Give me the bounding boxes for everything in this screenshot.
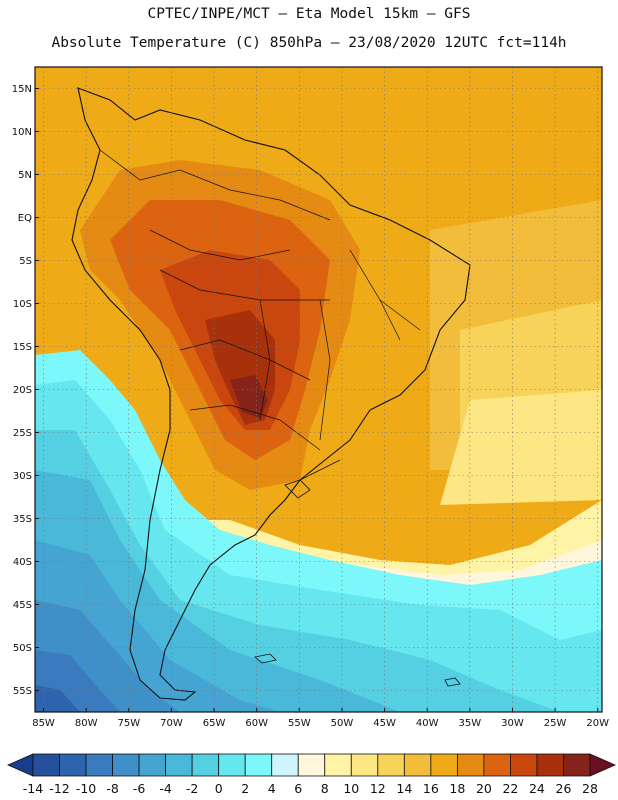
colorbar-label: -12 — [49, 781, 69, 796]
colorbar-label: -6 — [133, 781, 146, 796]
longitude-labels: 85W 80W 75W 70W 65W 60W 55W 50W 45W 40W 35W 30W 25W 2… — [32, 718, 609, 729]
colorbar: -14 -12 -10 -8 -6 -4 -2 0 2 4 6 8 10 12 14 16 18 20 22 24 26… — [7, 753, 616, 796]
lon-label: 50W — [331, 718, 354, 729]
lat-label: 55S — [13, 686, 32, 697]
lon-label: 20W — [586, 718, 609, 729]
lat-label: 35S — [13, 514, 32, 525]
lon-label: 65W — [203, 718, 226, 729]
colorbar-label: -4 — [159, 781, 172, 796]
map-frame — [34, 66, 603, 713]
colorbar-label: 0 — [215, 781, 223, 796]
grid-lines — [35, 67, 602, 712]
colorbar-swatch — [483, 753, 511, 777]
colorbar-label: 18 — [449, 781, 465, 796]
colorbar-swatch — [271, 753, 299, 777]
colorbar-swatch — [563, 753, 591, 777]
lon-label: 75W — [117, 718, 140, 729]
lat-label: EQ — [18, 213, 32, 224]
lon-label: 60W — [245, 718, 268, 729]
colorbar-swatch — [138, 753, 167, 777]
colorbar-swatch — [85, 753, 113, 777]
colorbar-label: 22 — [502, 781, 518, 796]
lat-label: 5S — [19, 256, 32, 267]
lat-label: 40S — [13, 557, 32, 568]
lon-label: 70W — [160, 718, 183, 729]
colorbar-label: 24 — [529, 781, 545, 796]
lat-label: 10N — [12, 127, 32, 138]
colorbar-swatch — [59, 753, 87, 777]
colorbar-label: 8 — [321, 781, 329, 796]
title-line-1: CPTEC/INPE/MCT – Eta Model 15km – GFS — [147, 6, 471, 22]
colorbar-high-arrow — [589, 753, 616, 777]
colorbar-swatch — [456, 753, 485, 777]
lat-label: 45S — [13, 600, 32, 611]
lat-label: 20S — [13, 385, 32, 396]
colorbar-label: -14 — [23, 781, 43, 796]
lat-label: 50S — [13, 643, 32, 654]
lat-label: 30S — [13, 471, 32, 482]
lon-label: 85W — [32, 718, 55, 729]
colorbar-swatch — [32, 753, 60, 777]
colorbar-label: 2 — [241, 781, 249, 796]
colorbar-label: -8 — [106, 781, 119, 796]
colorbar-swatch — [510, 753, 538, 777]
colorbar-swatch — [112, 753, 140, 777]
colorbar-swatch — [191, 753, 220, 777]
colorbar-swatch — [403, 753, 432, 777]
colorbar-label: 10 — [343, 781, 359, 796]
colorbar-label: 14 — [396, 781, 412, 796]
colorbar-low-arrow — [7, 753, 34, 777]
lon-label: 30W — [501, 718, 524, 729]
colorbar-label: 20 — [476, 781, 492, 796]
lon-label: 55W — [288, 718, 311, 729]
colorbar-label: -2 — [186, 781, 198, 796]
colorbar-label: 26 — [556, 781, 572, 796]
lat-label: 10S — [13, 299, 32, 310]
lat-label: 15N — [12, 84, 32, 95]
lon-label: 40W — [416, 718, 439, 729]
colorbar-label: -10 — [76, 781, 96, 796]
colorbar-swatch — [430, 753, 458, 777]
colorbar-swatch — [297, 753, 326, 777]
colorbar-swatch — [218, 753, 246, 777]
colorbar-label: 28 — [582, 781, 598, 796]
latitude-labels: 15N 10N 5N EQ 5S 10S 15S 20S 25S 30S 35S 40S 45S 50S 5… — [12, 84, 32, 697]
lon-label: 45W — [373, 718, 396, 729]
colorbar-swatch — [244, 753, 273, 777]
lon-label: 80W — [75, 718, 98, 729]
lon-label: 25W — [544, 718, 567, 729]
colorbar-label: 6 — [294, 781, 302, 796]
colorbar-swatch — [165, 753, 193, 777]
colorbar-swatch — [350, 753, 379, 777]
lon-label: 35W — [459, 718, 482, 729]
colorbar-label: 4 — [268, 781, 276, 796]
colorbar-label: 12 — [370, 781, 386, 796]
colorbar-label: 16 — [423, 781, 439, 796]
colorbar-swatch — [324, 753, 352, 777]
lat-label: 5N — [18, 170, 32, 181]
colorbar-swatch — [377, 753, 405, 777]
colorbar-swatch — [536, 753, 564, 777]
title-line-2: Absolute Temperature (C) 850hPa – 23/08/… — [51, 35, 567, 51]
lat-label: 25S — [13, 428, 32, 439]
lat-label: 15S — [13, 342, 32, 353]
